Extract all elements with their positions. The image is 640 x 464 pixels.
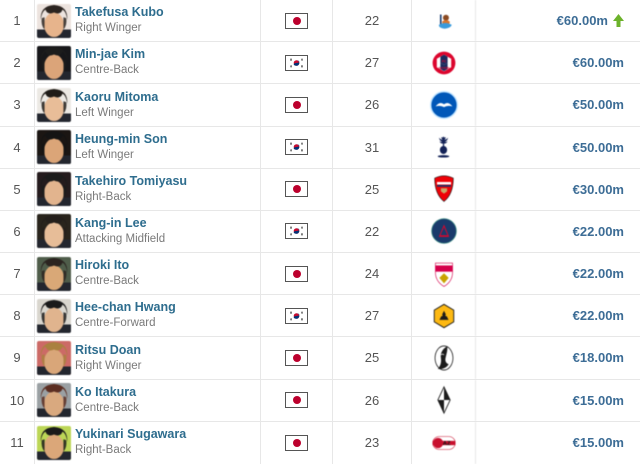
svg-text:AZ: AZ xyxy=(442,441,450,447)
svg-text:FC: FC xyxy=(441,59,446,63)
svg-text:BAYERN: BAYERN xyxy=(438,66,449,70)
